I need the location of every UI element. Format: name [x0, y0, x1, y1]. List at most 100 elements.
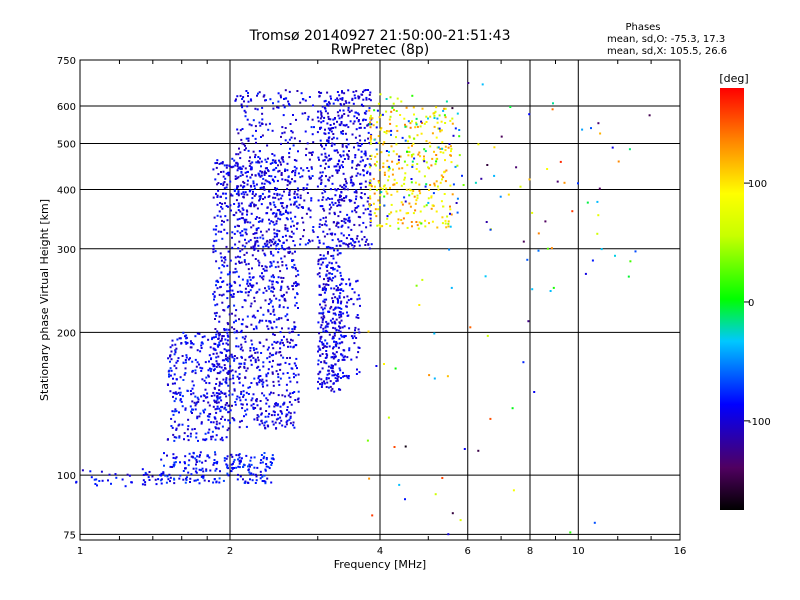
data-point — [342, 150, 345, 153]
data-point — [179, 398, 182, 401]
data-point — [337, 222, 340, 225]
data-point — [390, 110, 393, 113]
data-point — [242, 191, 245, 194]
data-point — [446, 375, 449, 378]
data-point — [262, 365, 265, 368]
data-point — [175, 410, 178, 413]
data-point — [200, 344, 203, 347]
data-point — [309, 209, 312, 212]
data-point — [341, 186, 344, 189]
data-point — [182, 478, 185, 481]
data-point — [274, 206, 277, 208]
data-point — [219, 285, 222, 288]
data-point — [320, 341, 323, 344]
data-point — [318, 226, 321, 228]
data-point — [348, 278, 351, 281]
data-point — [340, 300, 343, 303]
data-point — [250, 323, 253, 326]
data-point — [252, 473, 255, 476]
data-point — [347, 377, 350, 380]
data-point — [232, 418, 235, 421]
data-point — [216, 398, 219, 401]
data-point — [265, 269, 268, 272]
data-point — [333, 353, 336, 356]
data-point — [450, 150, 452, 153]
data-point — [419, 155, 422, 158]
data-point — [456, 112, 459, 115]
data-point — [205, 438, 208, 441]
data-point — [244, 171, 247, 174]
data-point — [284, 224, 287, 227]
data-point — [316, 273, 319, 276]
data-point — [254, 125, 257, 128]
data-point — [263, 424, 266, 427]
data-point — [325, 224, 328, 227]
data-point — [195, 401, 198, 404]
data-point — [277, 413, 280, 416]
data-point — [596, 200, 599, 203]
x-tick-labels: 1 2 4 6 8 10 16 — [77, 546, 687, 557]
data-point — [274, 215, 277, 218]
data-point — [252, 406, 255, 409]
data-point — [259, 195, 262, 197]
data-point — [214, 426, 217, 429]
data-point — [245, 233, 248, 236]
data-point — [347, 217, 350, 220]
data-point — [451, 117, 454, 120]
data-point — [369, 188, 372, 191]
data-point — [559, 160, 562, 163]
data-point — [211, 430, 214, 433]
data-point — [250, 246, 253, 249]
data-point — [194, 457, 197, 460]
data-point — [335, 351, 338, 354]
data-point — [242, 478, 244, 481]
data-point — [171, 382, 174, 385]
data-point — [190, 473, 193, 476]
data-point — [328, 277, 331, 280]
data-point — [248, 471, 251, 474]
data-point — [308, 96, 311, 98]
data-point — [347, 375, 350, 377]
data-point — [174, 391, 177, 394]
data-point — [215, 225, 218, 228]
data-point — [355, 164, 358, 167]
data-point — [441, 222, 444, 225]
data-point — [225, 186, 228, 189]
data-point — [176, 338, 179, 341]
data-point — [271, 305, 274, 308]
data-point — [511, 407, 514, 410]
data-point — [278, 159, 280, 162]
data-point — [282, 372, 285, 375]
data-point — [243, 253, 246, 256]
data-point — [217, 332, 220, 335]
data-point — [254, 247, 257, 250]
data-point — [378, 141, 381, 144]
data-point — [236, 165, 239, 167]
data-point — [193, 479, 196, 482]
data-point — [282, 104, 285, 107]
data-point — [203, 411, 205, 414]
data-point — [217, 173, 220, 176]
data-point — [246, 403, 248, 406]
data-point — [461, 174, 463, 177]
data-point — [330, 157, 333, 160]
data-point — [343, 220, 346, 223]
data-point — [452, 134, 455, 137]
data-point — [124, 485, 127, 488]
data-point — [218, 315, 221, 318]
data-point — [222, 342, 225, 345]
data-point — [277, 164, 279, 167]
data-point — [293, 137, 296, 140]
data-point — [96, 484, 98, 487]
data-point — [322, 315, 325, 318]
data-point — [207, 431, 210, 434]
data-point — [306, 167, 309, 169]
data-point — [274, 187, 277, 189]
data-point — [336, 297, 339, 300]
data-point — [216, 203, 219, 206]
data-point — [294, 304, 297, 307]
data-point — [319, 92, 322, 94]
data-point — [345, 374, 348, 377]
data-point — [215, 284, 217, 287]
data-point — [252, 276, 255, 279]
